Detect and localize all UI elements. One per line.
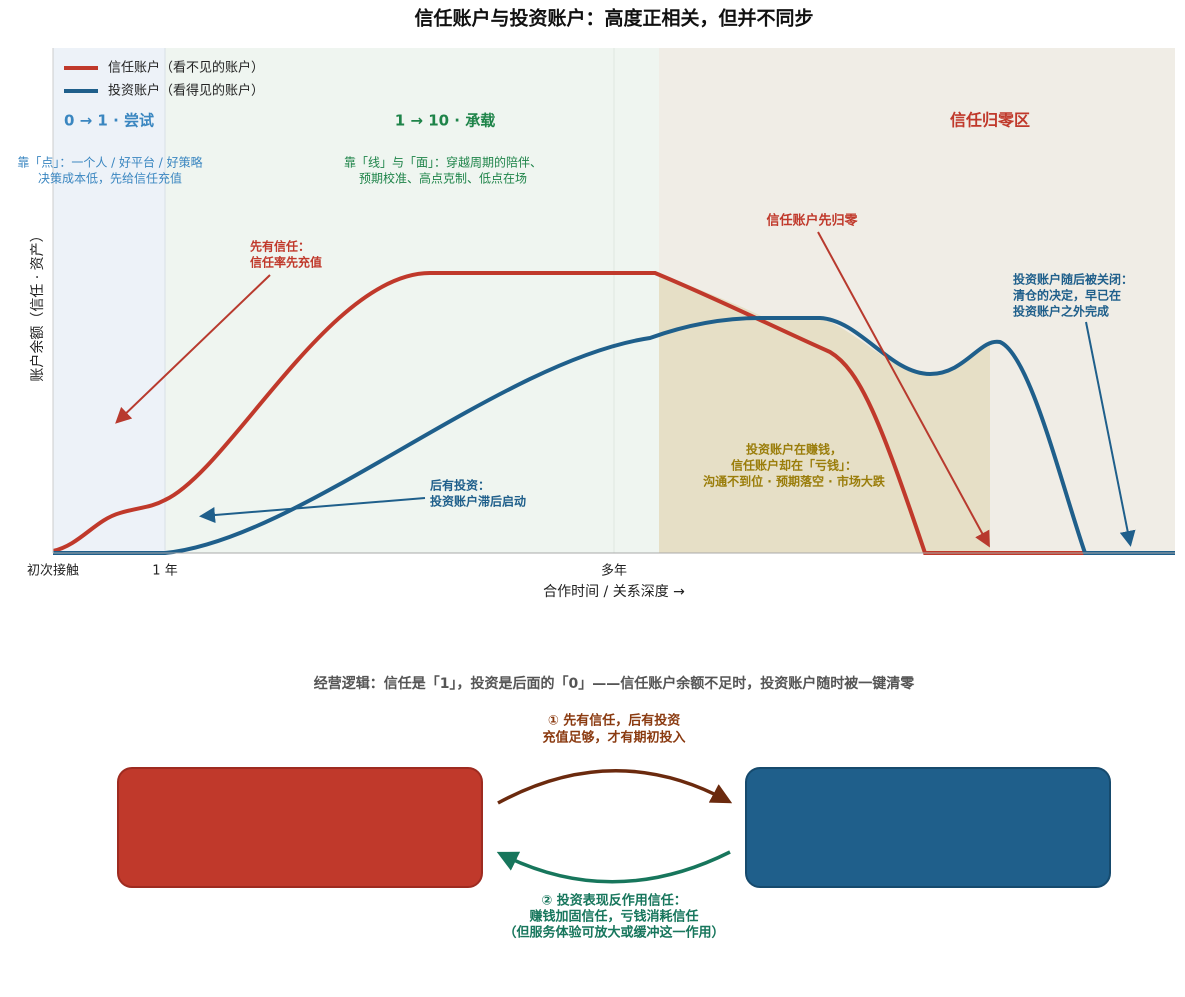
note-line: 赚钱加固信任，亏钱消耗信任 [528, 909, 698, 925]
x-axis-label: 合作时间 / 关系深度 → [543, 584, 685, 600]
zone-bg [53, 48, 165, 553]
x-tick-label: 多年 [601, 563, 627, 579]
x-tick-label: 初次接触 [27, 563, 79, 579]
note-line: 信任账户却在「亏钱」： [731, 458, 857, 473]
note-line: 决策成本低，先给信任充值 [38, 171, 182, 186]
note-line: 投资账户之外完成 [1013, 304, 1109, 319]
trust-box [117, 767, 483, 888]
zone-bg [165, 48, 659, 553]
pointer [817, 231, 990, 548]
pointer [199, 497, 426, 524]
y-axis-label: 账户余额（信任 · 资产） [29, 228, 46, 381]
pointer [1085, 321, 1136, 547]
logic: 经营逻辑：信任是「1」，投资是后面的「0」——信任账户余额不足时，投资账户随时被… [314, 675, 915, 692]
note-line: 信任率先充值 [250, 255, 322, 270]
pointer [115, 274, 271, 424]
note-line: 充值足够，才有期初投入 [542, 730, 685, 746]
zone-label: 0 → 1 · 尝试 [64, 112, 154, 130]
zone-label: 1 → 10 · 承载 [395, 112, 495, 130]
note-line: 投资账户滞后启动 [430, 494, 526, 509]
x-tick-label: 1 年 [152, 564, 177, 579]
note-line: （但服务体验可放大或缓冲这一作用） [503, 925, 724, 941]
note-line: 先有信任： [250, 239, 310, 254]
legend-label: 投资账户（看得见的账户） [108, 83, 264, 99]
title: 信任账户与投资账户：高度正相关，但并不同步 [414, 7, 813, 30]
invest-curve [53, 316, 1175, 555]
note-line: ① 先有信任，后有投资 [548, 713, 681, 729]
note-line: 预期校准、高点克制、低点在场 [359, 171, 527, 186]
note-line: 沟通不到位 · 预期落空 · 市场大跌 [703, 474, 886, 489]
arrow [497, 769, 733, 805]
note-line: 信任账户先归零 [766, 213, 858, 229]
note-line: 投资账户随后被关闭： [1013, 272, 1133, 287]
note-line: 靠「线」与「面」：穿越周期的陪伴、 [344, 155, 542, 170]
trust-curve [52, 271, 1175, 555]
arrow [496, 850, 731, 884]
zone-label: 信任归零区 [950, 111, 1030, 130]
note-line: 后有投资： [430, 478, 490, 493]
invest-box [745, 767, 1111, 888]
note-line: 投资账户在赚钱， [746, 442, 842, 457]
note-line: 靠「点」：一个人 / 好平台 / 好策略 [17, 155, 202, 170]
note-line: 清仓的决定，早已在 [1013, 288, 1121, 303]
note-line: ② 投资表现反作用信任： [541, 893, 687, 909]
legend-label: 信任账户（看不见的账户） [108, 60, 264, 76]
gap-area [659, 273, 990, 553]
